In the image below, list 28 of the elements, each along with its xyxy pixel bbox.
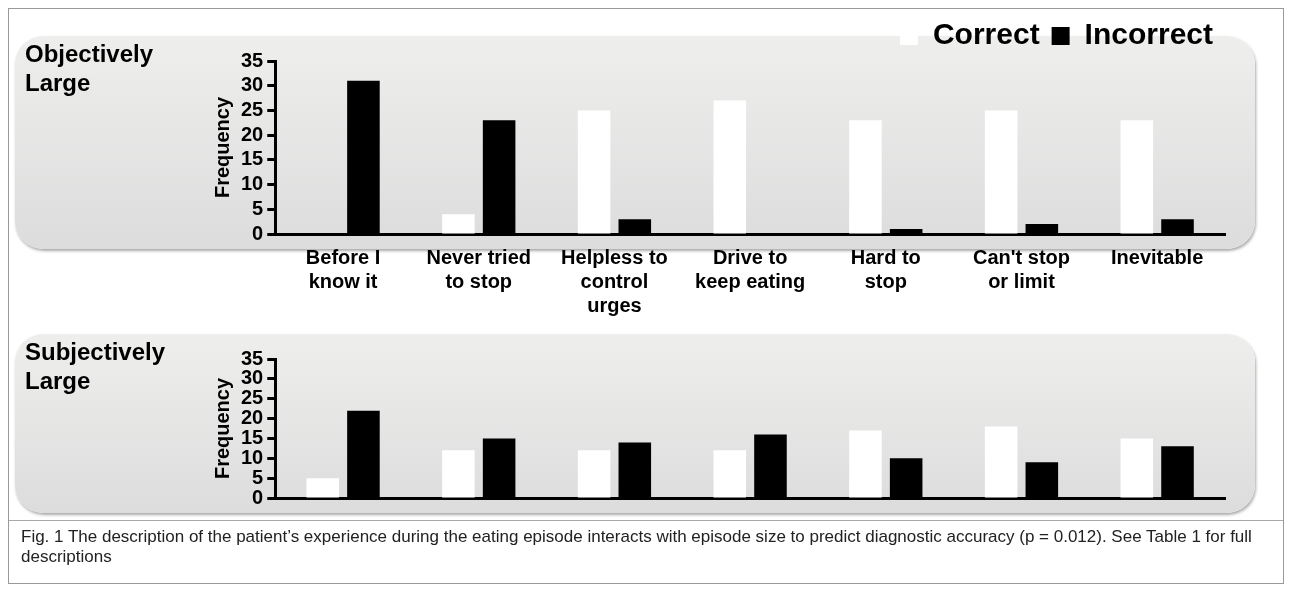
chart-title: Subjectively Large [25,337,167,395]
y-tick-label: 30 [241,366,264,389]
y-tick-label: 25 [241,97,264,120]
y-tick-label: 35 [241,48,264,71]
y-tick-label: 0 [252,485,264,508]
y-axis-title: Frequency [210,377,233,480]
x-tick-label: Helpless to control urges [561,245,668,316]
x-tick-label: Hard to stop [850,245,921,292]
legend-label: Correct [932,17,1040,51]
y-axis-title: Frequency [210,96,233,199]
y-tick-label: 0 [252,221,264,244]
y-tick-label: 30 [241,73,264,96]
y-tick-label: 25 [241,386,264,409]
y-tick-label: 20 [241,122,264,145]
x-tick-label: Never tried to stop [426,245,532,292]
y-tick-label: 5 [252,465,264,488]
y-tick-label: 35 [241,346,264,369]
y-tick-label: 5 [252,196,264,219]
y-tick-label: 15 [241,147,264,170]
x-tick-label: Before I know it [305,245,381,292]
x-tick-label: Inevitable [1111,245,1204,268]
x-tick-label: Drive to keep eating [695,245,806,292]
x-tick-label: Can't stop or limit [972,245,1070,292]
caption: Fig. 1 The description of the patient’s experience during the eating episode interacts with episode size to predict diagnostic accuracy (p = 0.012). See Table 1 for full descriptions [9,520,1283,573]
y-tick-label: 10 [241,445,264,468]
y-tick-label: 10 [241,172,264,195]
legend-label: Incorrect [1084,17,1214,51]
chart-title: Objectively Large [25,39,155,97]
